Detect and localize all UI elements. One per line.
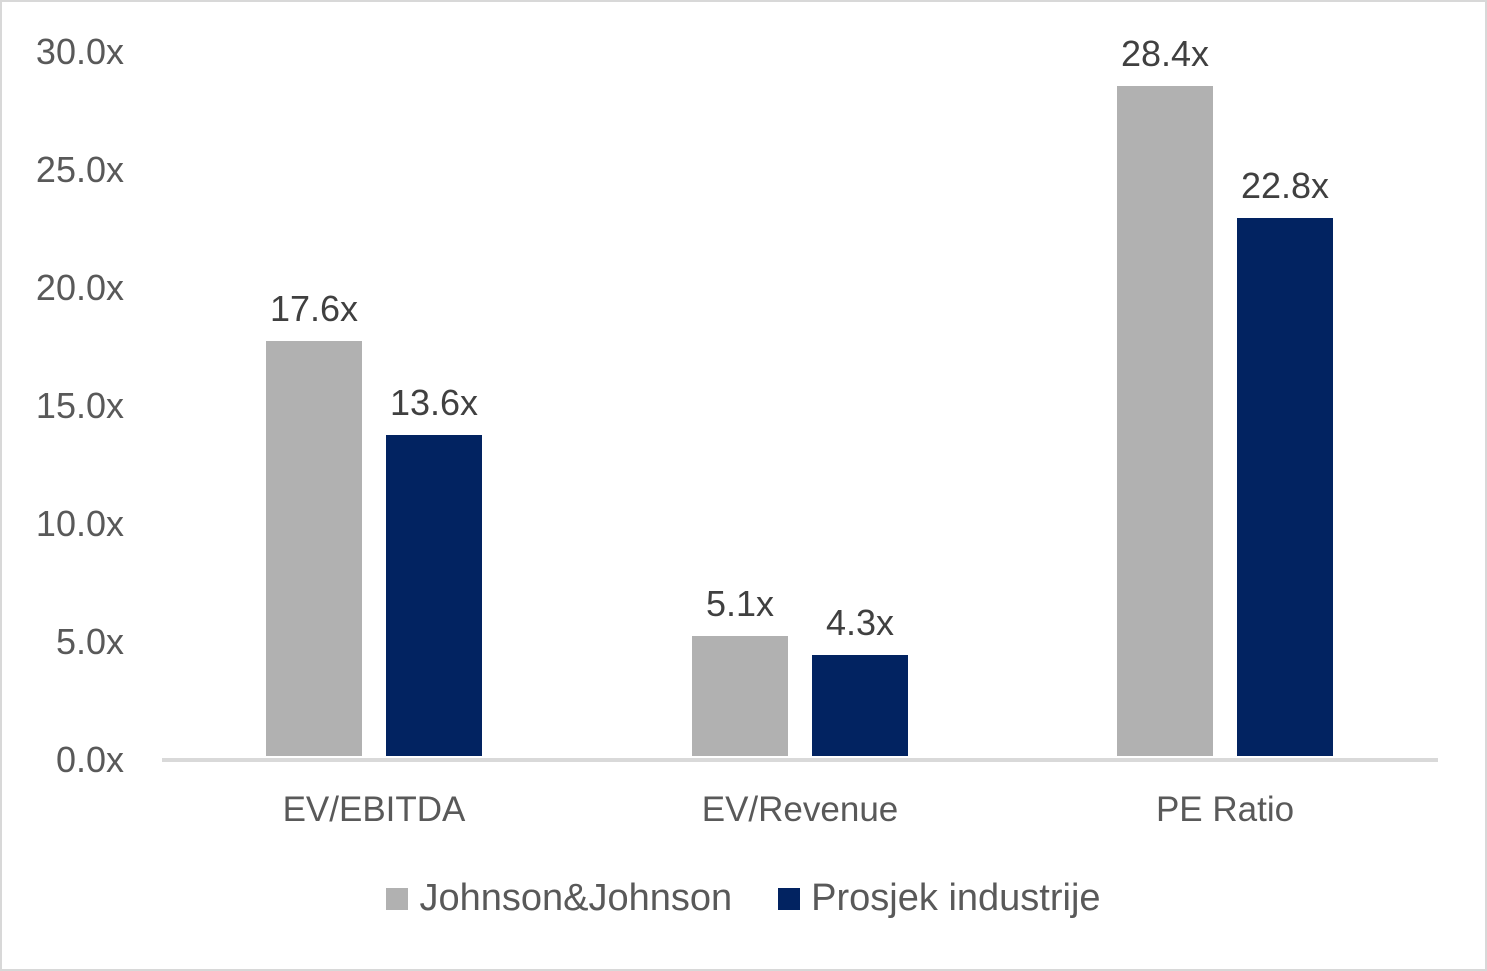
y-tick-label: 30.0x: [35, 31, 124, 72]
value-label: 22.8x: [1240, 164, 1330, 206]
bar-series1: [266, 340, 362, 756]
legend-label: Prosjek industrije: [811, 877, 1101, 919]
value-label: 5.1x: [705, 582, 775, 624]
value-label: 17.6x: [269, 287, 359, 329]
legend-swatch-icon: [778, 887, 801, 910]
value-label: 28.4x: [1120, 32, 1210, 74]
bar-series1: [692, 635, 788, 756]
bar-series2: [386, 435, 482, 756]
bar-series2: [812, 654, 908, 756]
bar-series1: [1117, 85, 1213, 756]
legend-label: Johnson&Johnson: [419, 877, 733, 919]
category-label: EV/EBITDA: [282, 790, 466, 829]
y-tick-label: 25.0x: [35, 149, 124, 190]
y-tick-label: 15.0x: [35, 385, 124, 426]
x-axis-line: [162, 758, 1438, 762]
y-tick-label: 10.0x: [35, 503, 124, 544]
category-label: EV/Revenue: [701, 790, 899, 829]
y-tick-label: 20.0x: [35, 267, 124, 308]
legend-item: Prosjek industrije: [778, 877, 1101, 920]
value-label: 4.3x: [825, 601, 895, 643]
y-tick-label: 5.0x: [55, 621, 124, 662]
legend: Johnson&Johnson Prosjek industrije: [2, 877, 1485, 920]
value-label: 13.6x: [389, 382, 479, 424]
bar-series2: [1237, 217, 1333, 756]
category-label: PE Ratio: [1155, 790, 1295, 829]
legend-item: Johnson&Johnson: [386, 877, 733, 920]
legend-swatch-icon: [386, 887, 409, 910]
y-tick-label: 0.0x: [55, 739, 124, 780]
